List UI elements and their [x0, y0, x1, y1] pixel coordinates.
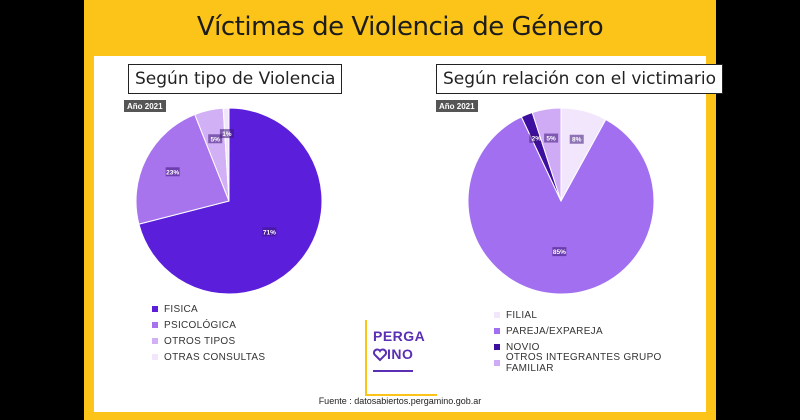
charts-panel: Según tipo de Violencia Año 2021 71% 23% 5…	[94, 56, 723, 412]
data-label-text: 1%	[222, 131, 232, 138]
legend-label: FILIAL	[506, 309, 538, 321]
legend-item: NOVIO	[494, 339, 706, 355]
legend-swatch	[494, 360, 500, 366]
pie-chart-violence-type: 71% 23% 5%1%	[135, 107, 323, 295]
legend-item: OTROS INTEGRANTES GRUPO FAMILIAR	[494, 352, 706, 374]
data-label-background	[544, 133, 559, 143]
logo-text-bottom: INO	[387, 346, 414, 362]
heart-icon	[373, 348, 387, 362]
legend-label: PAREJA/EXPAREJA	[506, 325, 603, 337]
data-label-background	[262, 227, 277, 237]
data-label-background	[208, 134, 223, 144]
data-label-text: 8%	[572, 137, 582, 144]
legend-swatch	[152, 322, 158, 328]
pergamino-logo: PERGA INO	[365, 320, 437, 396]
data-label-background	[529, 133, 544, 143]
chart-2-year-badge: Año 2021	[436, 100, 478, 112]
data-label-text: 71%	[263, 229, 276, 236]
legend-swatch	[494, 312, 500, 318]
pie-slice-fisica	[138, 107, 323, 295]
slice-data-label: 23%	[165, 167, 180, 177]
legend-item: PSICOLÓGICA	[152, 317, 265, 333]
legend-label: OTRAS CONSULTAS	[164, 351, 266, 363]
slice-data-label: 5%	[208, 134, 223, 144]
legend-label: OTROS INTEGRANTES GRUPO FAMILIAR	[505, 352, 662, 374]
slice-data-label: 71%	[262, 227, 277, 237]
pie-slice-otros-integrantes-grupo-familiar	[531, 107, 562, 202]
data-label-background	[165, 167, 180, 177]
legend-item: FILIAL	[494, 307, 706, 323]
data-label-text: 85%	[553, 249, 566, 256]
legend-item: FISICA	[152, 301, 265, 317]
legend-violence-type: FISICA PSICOLÓGICA OTROS TIPOS OTRAS CONSUL…	[152, 301, 265, 365]
data-label-background	[552, 247, 567, 257]
chart-1-title: Según tipo de Violencia	[128, 64, 343, 94]
data-label-text: 2%	[532, 136, 542, 143]
legend-swatch	[494, 344, 500, 350]
data-label-background	[569, 134, 584, 144]
legend-item: OTRAS CONSULTAS	[152, 349, 265, 365]
legend-label: PSICOLÓGICA	[164, 319, 237, 331]
slice-data-label: 2%	[529, 133, 544, 143]
pie-chart-relationship: 8% 85% 2% 5%	[467, 107, 655, 295]
data-label-text: 5%	[546, 136, 556, 143]
slice-data-label: 8%	[569, 134, 584, 144]
pie-slice-psicol-gica	[135, 113, 230, 225]
legend-relationship: FILIAL PAREJA/EXPAREJA NOVIO OTROS INTEGRAN…	[494, 307, 706, 374]
legend-swatch	[152, 354, 158, 360]
slice-data-label: 5%	[544, 133, 559, 143]
poster-frame: Víctimas de Violencia de Género Según ti…	[84, 0, 723, 420]
legend-swatch	[152, 306, 158, 312]
slice-data-label: 85%	[552, 247, 567, 257]
pie-slice-pareja-expareja	[467, 116, 655, 295]
data-label-text: 23%	[166, 169, 179, 176]
legend-swatch	[152, 338, 158, 344]
legend-label: FISICA	[164, 303, 199, 315]
legend-swatch	[494, 328, 500, 334]
source-note: Fuente : datosabiertos.pergamino.gob.ar	[318, 396, 482, 406]
chart-2-title: Según relación con el victimario	[436, 64, 723, 94]
legend-item: PAREJA/EXPAREJA	[494, 323, 706, 339]
data-label-text: 5%	[211, 136, 221, 143]
legend-label: OTROS TIPOS	[164, 335, 236, 347]
legend-item: OTROS TIPOS	[152, 333, 265, 349]
data-label-background	[219, 129, 234, 139]
legend-label: NOVIO	[506, 341, 540, 353]
page-title: Víctimas de Violencia de Género	[196, 12, 604, 42]
logo-underline	[373, 370, 413, 372]
logo-text-top: PERGA	[373, 328, 426, 344]
slice-data-label: 1%	[219, 129, 234, 139]
chart-1-year-badge: Año 2021	[124, 100, 166, 112]
